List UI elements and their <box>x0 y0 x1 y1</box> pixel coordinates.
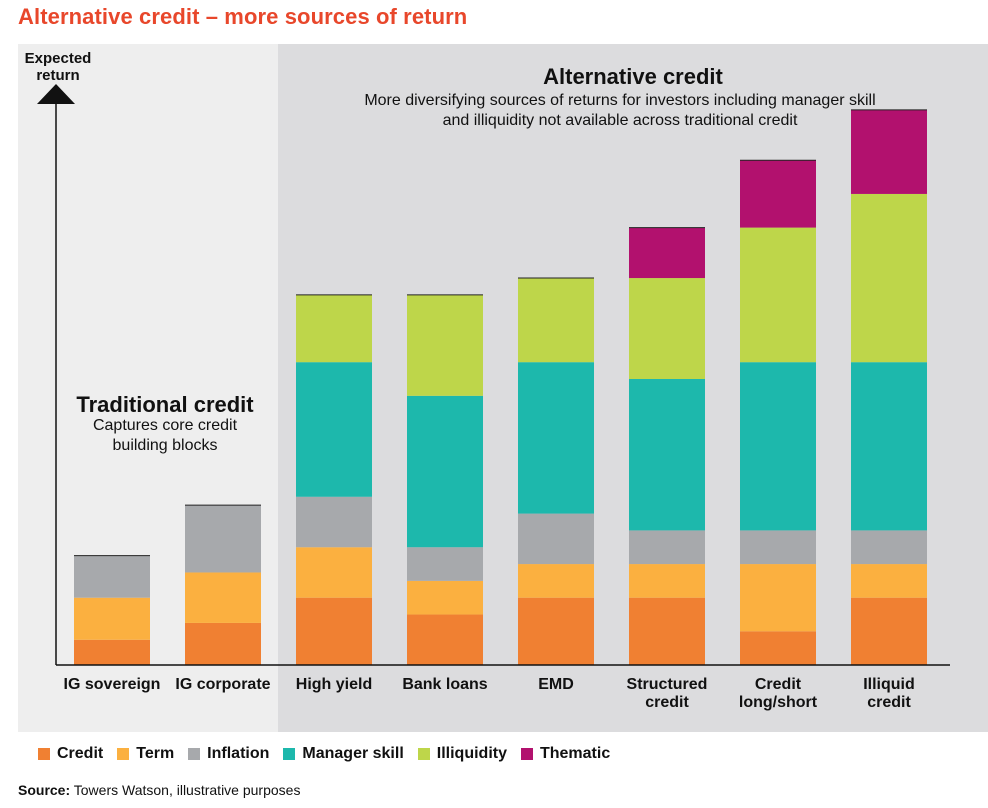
bar-segment-thematic <box>740 160 816 228</box>
bar-segment-manager-skill <box>296 362 372 497</box>
x-tick-label: credit <box>867 694 911 711</box>
alternative-description-line: More diversifying sources of returns for… <box>364 92 876 109</box>
legend-label-illiquidity: Illiquidity <box>436 745 507 762</box>
legend-swatch-illiquidity <box>417 748 430 760</box>
bar-segment-inflation <box>518 513 594 565</box>
legend-item-term: Term <box>117 745 174 763</box>
bar-segment-inflation <box>185 505 261 573</box>
bar-segment-thematic <box>851 109 927 194</box>
traditional-credit-description: Captures core credit building blocks <box>55 416 275 456</box>
traditional-description-line: building blocks <box>112 437 218 454</box>
bar-segment-manager-skill <box>629 379 705 531</box>
legend-item-thematic: Thematic <box>520 745 611 763</box>
source-label: Source: <box>18 782 71 798</box>
legend-label-thematic: Thematic <box>539 745 611 762</box>
bar-segment-term <box>407 580 483 615</box>
alternative-credit-heading: Alternative credit <box>543 64 723 89</box>
bar-segment-credit <box>518 597 594 665</box>
bar-segment-manager-skill <box>740 362 816 531</box>
bar-segment-illiquidity <box>296 294 372 363</box>
bar-segment-credit <box>629 597 705 665</box>
traditional-credit-heading: Traditional credit <box>76 392 254 417</box>
x-tick-label: High yield <box>296 676 372 693</box>
bar-segment-inflation <box>74 555 150 598</box>
source-text: Towers Watson, illustrative purposes <box>73 782 301 798</box>
bar-segment-term <box>629 564 705 598</box>
y-axis-arrow-icon <box>37 84 75 104</box>
legend-swatch-inflation <box>188 748 201 760</box>
source-note: Source: Towers Watson, illustrative purp… <box>18 782 300 798</box>
bar-segment-credit <box>185 622 261 665</box>
alternative-description-line: and illiquidity not available across tra… <box>442 112 798 129</box>
bar-segment-illiquidity <box>740 227 816 363</box>
bar-segment-term <box>296 547 372 598</box>
stacked-bar-chart: IG sovereign IG corporate High yield Bank l… <box>37 84 950 711</box>
page-title: Alternative credit – more sources of ret… <box>18 4 468 29</box>
bar-segment-inflation <box>296 496 372 548</box>
bar-segment-term <box>185 572 261 623</box>
x-tick-label: Credit <box>755 676 802 693</box>
legend-label-credit: Credit <box>57 745 104 762</box>
bar-segment-credit <box>74 639 150 665</box>
chart-legend: Credit Term Inflation Manager skill Illi… <box>38 744 624 764</box>
bar-segment-illiquidity <box>851 193 927 363</box>
legend-swatch-manager-skill <box>283 748 296 760</box>
bar-segment-credit <box>851 597 927 665</box>
x-tick-label: Illiquid <box>863 676 915 693</box>
bar-segment-manager-skill <box>518 362 594 514</box>
x-tick-label: IG sovereign <box>64 676 161 693</box>
bar-segment-term <box>851 564 927 598</box>
x-tick-label: credit <box>645 694 689 711</box>
legend-label-term: Term <box>136 745 175 762</box>
legend-item-inflation: Inflation <box>188 745 269 763</box>
bar-segment-credit <box>740 631 816 665</box>
bar-segment-term <box>740 564 816 632</box>
x-tick-label: Structured <box>627 676 708 693</box>
x-tick-label: EMD <box>538 676 574 693</box>
bar-segment-illiquidity <box>407 294 483 396</box>
legend-item-manager-skill: Manager skill <box>283 745 404 763</box>
bar-segment-inflation <box>407 547 483 581</box>
bar-segment-inflation <box>851 530 927 565</box>
bar-segment-illiquidity <box>629 278 705 379</box>
bar-segment-credit <box>296 597 372 665</box>
bar-segment-credit <box>407 614 483 665</box>
x-tick-label: IG corporate <box>175 676 270 693</box>
traditional-description-line: Captures core credit <box>92 417 238 434</box>
x-tick-label: long/short <box>739 694 818 711</box>
legend-swatch-thematic <box>520 748 533 760</box>
bar-segment-manager-skill <box>851 362 927 531</box>
bar-segment-thematic <box>629 227 705 279</box>
legend-swatch-credit <box>38 748 50 760</box>
x-tick-label: Bank loans <box>402 676 487 693</box>
legend-item-illiquidity: Illiquidity <box>417 745 507 763</box>
legend-swatch-term <box>117 748 130 760</box>
legend-item-credit: Credit <box>38 745 103 763</box>
legend-label-inflation: Inflation <box>207 745 270 762</box>
bar-segment-manager-skill <box>407 395 483 548</box>
bar-segment-illiquidity <box>518 278 594 363</box>
bar-segment-inflation <box>740 530 816 565</box>
bar-segment-term <box>518 564 594 598</box>
legend-label-manager-skill: Manager skill <box>302 745 404 762</box>
bar-segment-term <box>74 597 150 640</box>
alternative-credit-description: More diversifying sources of returns for… <box>300 91 940 131</box>
bar-segment-inflation <box>629 530 705 565</box>
y-axis-label: Expected return <box>24 50 92 84</box>
